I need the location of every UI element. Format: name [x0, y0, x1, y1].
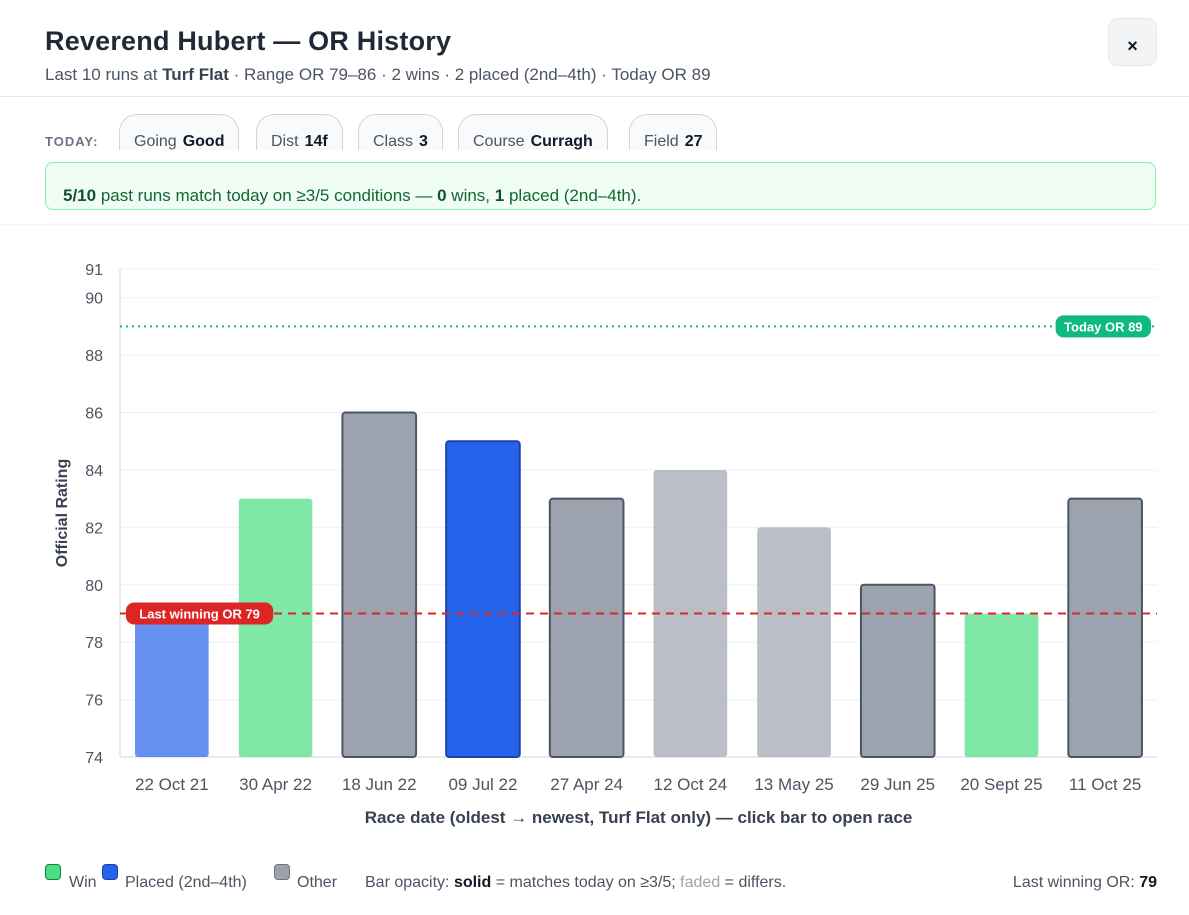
chip-going: Going Good: [119, 114, 240, 150]
bar-rect[interactable]: [238, 498, 313, 757]
bar-29-jun-25[interactable]: [859, 583, 936, 758]
section-divider: [0, 224, 1189, 225]
y-tick-label: 76: [85, 693, 103, 710]
y-tick-label: 80: [85, 578, 103, 595]
y-tick-label: 91: [85, 262, 103, 279]
x-tick-label: 12 Oct 24: [653, 775, 727, 794]
match-summary: 5/10 past runs match today on ≥3/5 condi…: [45, 162, 1156, 210]
page-subtitle: Last 10 runs at Turf Flat · Range OR 79–…: [45, 65, 711, 84]
x-tick-label: 22 Oct 21: [135, 775, 209, 794]
y-tick-label: 86: [85, 406, 103, 423]
last-win-label: Last winning OR 79: [139, 606, 260, 621]
bar-22-oct-21[interactable]: [135, 613, 209, 757]
bar-rect[interactable]: [445, 440, 521, 758]
x-tick-label: 27 Apr 24: [550, 775, 623, 794]
legend-last-win: Last winning OR: 79: [1012, 874, 1157, 891]
x-tick-label: 20 Sept 25: [960, 775, 1042, 794]
bar-rect[interactable]: [135, 613, 209, 757]
y-tick-label: 78: [85, 635, 103, 652]
bar-12-oct-24[interactable]: [653, 469, 728, 757]
legend-opacity-note: Bar opacity: solid = matches today on ≥3…: [365, 874, 787, 891]
y-tick-label: 90: [85, 291, 103, 308]
y-axis-label: Official Rating: [54, 459, 71, 567]
chip-field: Field 27: [629, 114, 718, 150]
surface-label: Turf Flat: [162, 65, 229, 84]
bar-rect[interactable]: [341, 411, 418, 758]
today-conditions: TODAY: Going Good Dist 14f Class 3 Course Cu…: [45, 114, 1155, 154]
bar-20-sept-25[interactable]: [964, 613, 1039, 757]
today-or-badge: [1055, 315, 1151, 338]
chip-dist: Dist 14f: [256, 114, 343, 150]
bar-rect[interactable]: [548, 497, 625, 758]
bar-rect[interactable]: [1067, 497, 1143, 758]
y-tick-label: 84: [85, 463, 103, 480]
y-tick-label: 82: [85, 520, 103, 537]
last-win-badge: [126, 602, 274, 625]
x-axis-label: Race date (oldest → newest, Turf Flat on…: [365, 808, 913, 827]
x-tick-label: 29 Jun 25: [860, 775, 935, 794]
bar-rect[interactable]: [859, 583, 936, 758]
placed-swatch-icon: [102, 864, 118, 880]
bar-rect[interactable]: [653, 469, 728, 757]
chip-class: Class 3: [358, 114, 443, 150]
x-tick-label: 30 Apr 22: [239, 775, 312, 794]
today-or-label: Today OR 89: [1064, 319, 1143, 334]
today-label: TODAY:: [45, 134, 99, 149]
y-tick-label: 74: [85, 750, 103, 767]
bar-18-jun-22[interactable]: [341, 411, 418, 758]
close-icon: ×: [1127, 35, 1138, 56]
match-summary-text: 5/10 past runs match today on ≥3/5 condi…: [63, 186, 642, 205]
legend-placed: Placed (2nd–4th): [125, 874, 247, 891]
other-swatch-icon: [274, 864, 290, 880]
page-title: Reverend Hubert — OR History: [45, 26, 452, 56]
x-tick-label: 09 Jul 22: [448, 775, 517, 794]
x-tick-label: 18 Jun 22: [342, 775, 417, 794]
x-tick-label: 13 May 25: [754, 775, 833, 794]
bar-30-apr-22[interactable]: [238, 498, 313, 757]
chip-course: Course Curragh: [458, 114, 608, 150]
bar-09-jul-22[interactable]: [445, 440, 521, 758]
win-swatch-icon: [45, 864, 61, 880]
legend-other: Other: [297, 874, 338, 891]
or-history-chart: 74 76 78 80 82 84 86 88 90 91 Official Rating 22 Oc…: [54, 262, 1157, 827]
bar-rect[interactable]: [964, 613, 1039, 757]
y-tick-label: 88: [85, 348, 103, 365]
legend-win: Win: [69, 874, 97, 891]
bar-13-may-25[interactable]: [757, 527, 831, 757]
bar-11-oct-25[interactable]: [1067, 497, 1143, 758]
chart-legend: Win Placed (2nd–4th) Other Bar opacity: …: [45, 862, 1157, 892]
bar-27-apr-24[interactable]: [548, 497, 625, 758]
close-button[interactable]: ×: [1108, 18, 1157, 66]
x-tick-label: 11 Oct 25: [1069, 775, 1141, 794]
bar-rect[interactable]: [757, 527, 831, 757]
modal-header: Reverend Hubert — OR History Last 10 run…: [0, 0, 1189, 97]
